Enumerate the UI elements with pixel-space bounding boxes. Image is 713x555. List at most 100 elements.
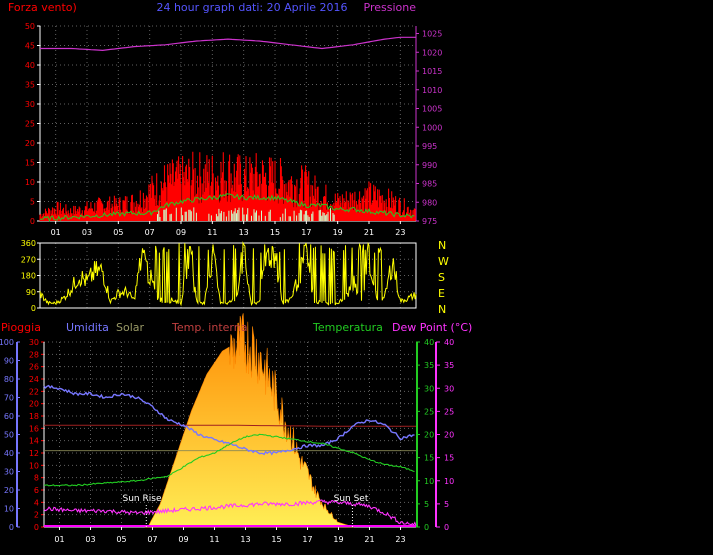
pressure-tick-label: 980 — [422, 198, 437, 207]
hour-tick-label: 11 — [207, 228, 217, 237]
hour-tick-label: 15 — [271, 535, 281, 544]
rain-tick-label: 8 — [34, 474, 39, 483]
compass-e: E — [438, 287, 445, 300]
humidity-tick-label: 40 — [4, 449, 14, 458]
direction-tick-label: 270 — [21, 255, 36, 264]
hour-tick-label: 05 — [113, 228, 123, 237]
rain-tick-label: 14 — [29, 437, 39, 446]
wind-avg-series — [39, 193, 415, 222]
hour-tick-label: 01 — [51, 228, 61, 237]
rain-tick-label: 0 — [34, 523, 39, 532]
hour-tick-label: 07 — [147, 535, 157, 544]
pressure-tick-label: 985 — [422, 180, 437, 189]
direction-tick-label: 180 — [21, 272, 36, 281]
dewpoint-tick-label: 30 — [444, 384, 454, 393]
compass-s: S — [438, 271, 445, 284]
rain-tick-label: 20 — [29, 400, 39, 409]
compass-n-top: N — [438, 239, 446, 252]
hour-tick-label: 23 — [395, 228, 405, 237]
compass-n-bottom: N — [438, 303, 446, 316]
rain-tick-label: 4 — [34, 498, 39, 507]
hour-tick-label: 11 — [209, 535, 219, 544]
wind-tick-label: 25 — [25, 120, 35, 129]
hour-tick-label: 03 — [82, 228, 92, 237]
direction-tick-label: 360 — [21, 239, 36, 248]
wind-axis-label: Forza vento) — [8, 1, 77, 14]
dewpoint-tick-label: 40 — [444, 338, 454, 347]
temperature-tick-label: 20 — [424, 431, 434, 440]
temperature-tick-label: 40 — [424, 338, 434, 347]
wind-tick-label: 45 — [25, 42, 35, 51]
wind-tick-label: 10 — [25, 178, 35, 187]
dewpoint-tick-label: 10 — [444, 477, 454, 486]
hour-tick-label: 17 — [301, 228, 311, 237]
pressure-tick-label: 1020 — [422, 48, 442, 57]
temperature-axis-label: Temperatura — [312, 321, 383, 334]
rain-tick-label: 18 — [29, 412, 39, 421]
hour-tick-label: 05 — [116, 535, 126, 544]
rain-tick-label: 26 — [29, 363, 39, 372]
humidity-tick-label: 60 — [4, 412, 14, 421]
hour-tick-label: 09 — [178, 535, 188, 544]
humidity-tick-label: 50 — [4, 431, 14, 440]
rain-tick-label: 6 — [34, 486, 39, 495]
hour-tick-label: 13 — [240, 535, 250, 544]
humidity-series — [43, 384, 415, 456]
hour-tick-label: 01 — [54, 535, 64, 544]
compass-w: W — [438, 255, 449, 268]
hour-tick-label: 17 — [302, 535, 312, 544]
temperature-tick-label: 0 — [424, 523, 429, 532]
wind-tick-label: 20 — [25, 139, 35, 148]
dewpoint-series — [43, 499, 417, 527]
solar-label: Solar — [116, 321, 145, 334]
wind-direction-series — [39, 241, 417, 307]
dewpoint-tick-label: 15 — [444, 454, 454, 463]
direction-tick-label: 0 — [31, 304, 36, 313]
dewpoint-axis-label: Dew Point (°C) — [392, 321, 472, 334]
temperature-tick-label: 5 — [424, 500, 429, 509]
pressure-tick-label: 975 — [422, 217, 437, 226]
wind-tick-label: 40 — [25, 61, 35, 70]
pressure-axis-label: Pressione — [364, 1, 417, 14]
pressure-tick-label: 1005 — [422, 105, 442, 114]
temperature-tick-label: 15 — [424, 454, 434, 463]
compass-legend: N W S E N — [438, 239, 449, 316]
rain-axis-label: Pioggia — [1, 321, 41, 334]
hour-tick-label: 19 — [333, 228, 343, 237]
dewpoint-tick-label: 20 — [444, 431, 454, 440]
humidity-tick-label: 0 — [9, 523, 14, 532]
sun-set-label: Sun Set — [334, 494, 369, 504]
rain-tick-label: 28 — [29, 350, 39, 359]
wind-tick-label: 35 — [25, 81, 35, 90]
wind-tick-label: 50 — [25, 22, 35, 31]
hour-tick-label: 21 — [364, 228, 374, 237]
solar-series — [144, 313, 355, 528]
dewpoint-tick-label: 25 — [444, 407, 454, 416]
humidity-tick-label: 10 — [4, 505, 14, 514]
wind-tick-label: 30 — [25, 100, 35, 109]
pressure-tick-label: 1015 — [422, 67, 442, 76]
humidity-tick-label: 70 — [4, 394, 14, 403]
temperature-tick-label: 10 — [424, 477, 434, 486]
rain-tick-label: 30 — [29, 338, 39, 347]
sun-rise-label: Sun Rise — [123, 494, 162, 504]
dewpoint-tick-label: 0 — [444, 523, 449, 532]
temperature-tick-label: 35 — [424, 361, 434, 370]
temperature-series — [43, 433, 415, 487]
pressure-tick-label: 1010 — [422, 86, 442, 95]
wind-tick-label: 5 — [30, 198, 35, 207]
humidity-tick-label: 30 — [4, 468, 14, 477]
pressure-tick-label: 1025 — [422, 30, 442, 39]
wind-direction-chart: 0 90 180 270 360 — [21, 239, 417, 313]
chart-title: 24 hour graph dati: 20 Aprile 2016 — [156, 1, 347, 14]
rain-tick-label: 12 — [29, 449, 39, 458]
hour-tick-label: 19 — [333, 535, 343, 544]
rain-tick-label: 24 — [29, 375, 39, 384]
rain-tick-label: 10 — [29, 461, 39, 470]
hour-tick-label: 09 — [176, 228, 186, 237]
temperature-tick-label: 25 — [424, 407, 434, 416]
humidity-tick-label: 90 — [4, 357, 14, 366]
rain-tick-label: 22 — [29, 387, 39, 396]
